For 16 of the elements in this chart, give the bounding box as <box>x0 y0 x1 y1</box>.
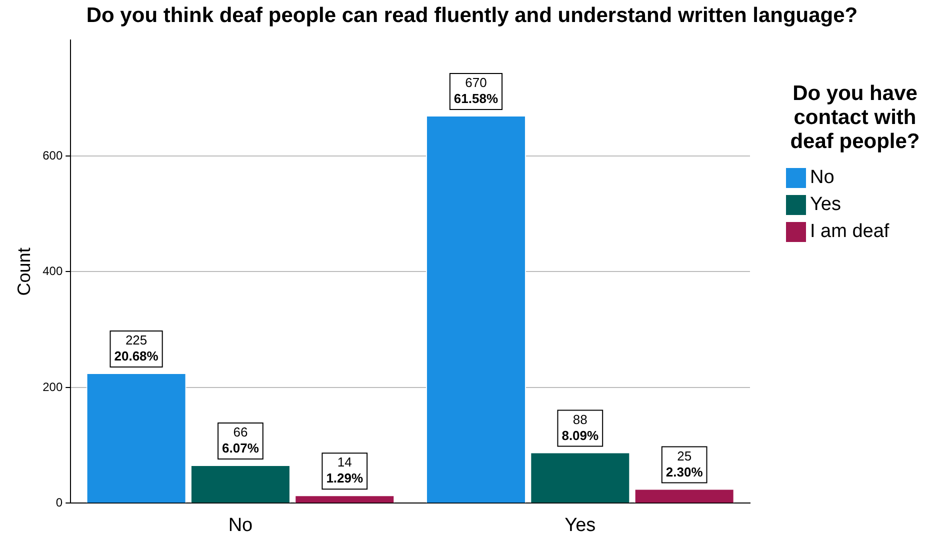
chart-title: Do you think deaf people can read fluently and understand written language? <box>85 4 859 28</box>
data-label: 14 1.29% <box>326 454 364 486</box>
data-label: 225 20.68% <box>114 332 159 364</box>
y-tick-label: 0 <box>56 496 63 510</box>
data-label: 670 61.58% <box>454 75 498 106</box>
y-tick-label: 200 <box>42 380 63 394</box>
data-label: 25 2.30% <box>666 448 704 480</box>
data-label: 66 6.07% <box>222 424 260 456</box>
legend-label: Yes <box>810 194 841 216</box>
legend-label: No <box>810 166 834 188</box>
legend-label: I am deaf <box>810 220 890 242</box>
y-axis-title: Count <box>14 248 34 296</box>
legend-title: Do you have contact with deaf people? <box>789 82 921 154</box>
y-tick-label: 600 <box>42 148 63 162</box>
data-label: 88 8.09% <box>562 412 600 443</box>
y-tick-label: 400 <box>42 264 63 278</box>
